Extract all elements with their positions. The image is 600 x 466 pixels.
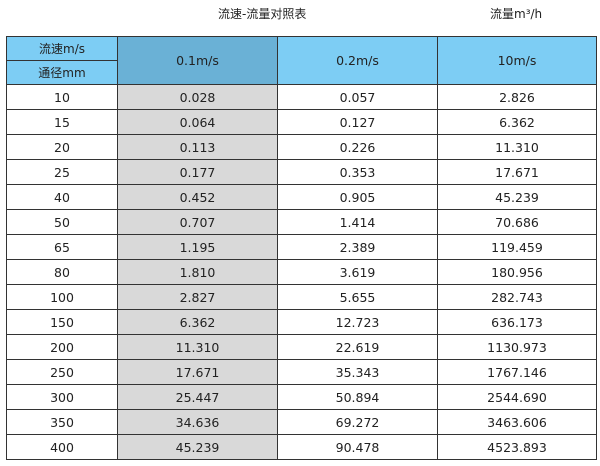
flow-cell: 0.177 xyxy=(117,159,278,185)
flow-cell: 12.723 xyxy=(277,309,438,335)
flow-cell: 0.113 xyxy=(117,134,278,160)
column-header: 0.2m/s xyxy=(277,36,438,85)
flow-cell: 3463.606 xyxy=(437,409,597,435)
table-row: 65 1.195 2.389 119.459 xyxy=(6,234,597,260)
flow-cell: 6.362 xyxy=(117,309,278,335)
flow-cell: 0.226 xyxy=(277,134,438,160)
flow-cell: 0.707 xyxy=(117,209,278,235)
flow-cell: 69.272 xyxy=(277,409,438,435)
diameter-cell: 25 xyxy=(6,159,118,185)
table-row: 350 34.636 69.272 3463.606 xyxy=(6,409,597,435)
flow-cell: 0.057 xyxy=(277,84,438,110)
table-row: 15 0.064 0.127 6.362 xyxy=(6,109,597,135)
flow-cell: 180.956 xyxy=(437,259,597,285)
flow-cell: 45.239 xyxy=(437,184,597,210)
flow-cell: 0.064 xyxy=(117,109,278,135)
flow-cell: 4523.893 xyxy=(437,434,597,460)
flow-cell: 0.905 xyxy=(277,184,438,210)
flow-cell: 17.671 xyxy=(117,359,278,385)
corner-velocity-label: 流速m/s xyxy=(6,36,118,61)
table-row: 150 6.362 12.723 636.173 xyxy=(6,309,597,335)
flow-cell: 0.028 xyxy=(117,84,278,110)
flow-cell: 119.459 xyxy=(437,234,597,260)
flow-cell: 1130.973 xyxy=(437,334,597,360)
flow-cell: 35.343 xyxy=(277,359,438,385)
diameter-cell: 100 xyxy=(6,284,118,310)
flow-cell: 11.310 xyxy=(437,134,597,160)
diameter-cell: 400 xyxy=(6,434,118,460)
flow-cell: 17.671 xyxy=(437,159,597,185)
flow-cell: 0.353 xyxy=(277,159,438,185)
flow-cell: 34.636 xyxy=(117,409,278,435)
flow-cell: 636.173 xyxy=(437,309,597,335)
flow-cell: 0.452 xyxy=(117,184,278,210)
diameter-cell: 15 xyxy=(6,109,118,135)
diameter-cell: 150 xyxy=(6,309,118,335)
table-row: 20 0.113 0.226 11.310 xyxy=(6,134,597,160)
flow-cell: 11.310 xyxy=(117,334,278,360)
flow-cell: 70.686 xyxy=(437,209,597,235)
flow-cell: 282.743 xyxy=(437,284,597,310)
table-row: 40 0.452 0.905 45.239 xyxy=(6,184,597,210)
table-row: 25 0.177 0.353 17.671 xyxy=(6,159,597,185)
flow-cell: 22.619 xyxy=(277,334,438,360)
flow-cell: 2.826 xyxy=(437,84,597,110)
table-row: 100 2.827 5.655 282.743 xyxy=(6,284,597,310)
flow-cell: 0.127 xyxy=(277,109,438,135)
diameter-cell: 65 xyxy=(6,234,118,260)
table-row: 50 0.707 1.414 70.686 xyxy=(6,209,597,235)
diameter-cell: 200 xyxy=(6,334,118,360)
table-row: 250 17.671 35.343 1767.146 xyxy=(6,359,597,385)
flow-cell: 1.810 xyxy=(117,259,278,285)
diameter-cell: 50 xyxy=(6,209,118,235)
table-row: 80 1.810 3.619 180.956 xyxy=(6,259,597,285)
flow-cell: 50.894 xyxy=(277,384,438,410)
flow-cell: 1767.146 xyxy=(437,359,597,385)
table-row: 300 25.447 50.894 2544.690 xyxy=(6,384,597,410)
flow-cell: 2.389 xyxy=(277,234,438,260)
table-row: 400 45.239 90.478 4523.893 xyxy=(6,434,597,460)
flow-cell: 90.478 xyxy=(277,434,438,460)
page-title: 流速-流量对照表 xyxy=(218,7,307,21)
corner-diameter-label: 通径mm xyxy=(6,60,118,85)
flow-cell: 1.414 xyxy=(277,209,438,235)
table-row: 200 11.310 22.619 1130.973 xyxy=(6,334,597,360)
diameter-cell: 80 xyxy=(6,259,118,285)
unit-label: 流量m³/h xyxy=(490,7,543,21)
flow-table: 流速m/s 0.1m/s 0.2m/s 10m/s 通径mm 10 0.028 0.… xyxy=(6,36,597,460)
diameter-cell: 20 xyxy=(6,134,118,160)
flow-cell: 25.447 xyxy=(117,384,278,410)
flow-cell: 3.619 xyxy=(277,259,438,285)
flow-cell: 2.827 xyxy=(117,284,278,310)
diameter-cell: 250 xyxy=(6,359,118,385)
diameter-cell: 300 xyxy=(6,384,118,410)
diameter-cell: 10 xyxy=(6,84,118,110)
diameter-cell: 350 xyxy=(6,409,118,435)
flow-cell: 6.362 xyxy=(437,109,597,135)
column-header: 10m/s xyxy=(437,36,597,85)
column-header: 0.1m/s xyxy=(117,36,278,85)
flow-cell: 5.655 xyxy=(277,284,438,310)
flow-cell: 45.239 xyxy=(117,434,278,460)
diameter-cell: 40 xyxy=(6,184,118,210)
flow-cell: 1.195 xyxy=(117,234,278,260)
flow-cell: 2544.690 xyxy=(437,384,597,410)
table-row: 10 0.028 0.057 2.826 xyxy=(6,84,597,110)
